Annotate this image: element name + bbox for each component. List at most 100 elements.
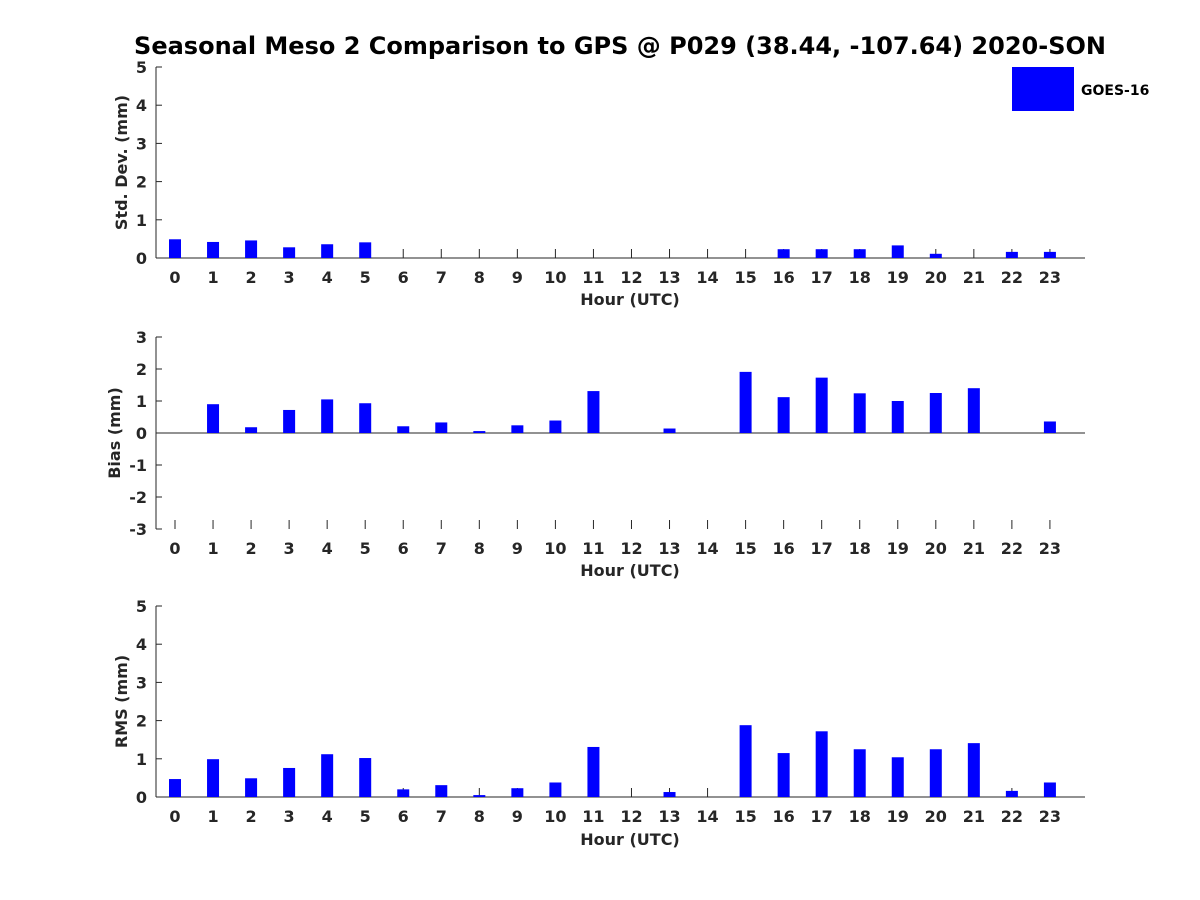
bias-x-tick-label: 21 bbox=[963, 539, 985, 558]
rms-x-tick-label: 13 bbox=[658, 807, 680, 826]
bias-y-tick-label: -3 bbox=[129, 520, 147, 539]
bias-x-tick-label: 4 bbox=[322, 539, 333, 558]
rms-x-tick-label: 3 bbox=[284, 807, 295, 826]
bias-bar bbox=[283, 409, 296, 433]
bias-x-tick-label: 11 bbox=[582, 539, 604, 558]
rms-x-tick-label: 12 bbox=[620, 807, 642, 826]
bias-xlabel: Hour (UTC) bbox=[580, 561, 680, 580]
rms-bar bbox=[739, 725, 752, 797]
rms-bar bbox=[815, 731, 828, 797]
rms-x-tick-label: 16 bbox=[773, 807, 795, 826]
bias-y-tick-label: 2 bbox=[136, 360, 147, 379]
std-dev-x-tick-label: 10 bbox=[544, 268, 566, 287]
bias-bar bbox=[777, 397, 790, 433]
std-dev-bar bbox=[359, 242, 372, 258]
rms-bar bbox=[473, 795, 486, 797]
std-dev-y-tick-label: 2 bbox=[136, 173, 147, 192]
std-dev-x-tick-label: 16 bbox=[773, 268, 795, 287]
bias-bar bbox=[815, 377, 828, 433]
std-dev-xlabel: Hour (UTC) bbox=[580, 290, 680, 309]
rms-y-tick-label: 1 bbox=[136, 750, 147, 769]
rms-bar bbox=[891, 757, 904, 797]
bias-x-tick-label: 19 bbox=[887, 539, 909, 558]
rms-x-tick-label: 0 bbox=[169, 807, 180, 826]
bias-bar bbox=[359, 403, 372, 433]
std-dev-bar bbox=[207, 241, 220, 258]
bias-y-tick-label: 1 bbox=[136, 392, 147, 411]
bias-x-tick-label: 18 bbox=[849, 539, 871, 558]
bias-x-tick-label: 15 bbox=[734, 539, 756, 558]
std-dev-bar bbox=[245, 240, 258, 258]
bias-x-tick-label: 20 bbox=[925, 539, 947, 558]
bias-x-tick-label: 17 bbox=[811, 539, 833, 558]
bias-y-tick-label: -1 bbox=[129, 456, 147, 475]
rms-x-tick-label: 8 bbox=[474, 807, 485, 826]
bias-x-tick-label: 9 bbox=[512, 539, 523, 558]
bias-y-tick-label: -2 bbox=[129, 488, 147, 507]
std-dev-bar bbox=[815, 249, 828, 258]
rms-y-tick-label: 3 bbox=[136, 673, 147, 692]
std-dev-x-tick-label: 18 bbox=[849, 268, 871, 287]
rms-bar bbox=[435, 785, 448, 797]
rms-bar bbox=[549, 782, 562, 797]
bias-x-tick-label: 13 bbox=[658, 539, 680, 558]
bias-y-tick-label: 0 bbox=[136, 424, 147, 443]
bias-x-tick-label: 2 bbox=[246, 539, 257, 558]
rms-bar bbox=[283, 767, 296, 797]
legend-swatch bbox=[1012, 67, 1074, 111]
bias-y-tick-label: 3 bbox=[136, 328, 147, 347]
rms-x-tick-label: 20 bbox=[925, 807, 947, 826]
rms-x-tick-label: 15 bbox=[734, 807, 756, 826]
rms-x-tick-label: 18 bbox=[849, 807, 871, 826]
rms-bar bbox=[587, 746, 600, 797]
std-dev-y-tick-label: 5 bbox=[136, 58, 147, 77]
rms-ylabel: RMS (mm) bbox=[112, 655, 131, 748]
rms-x-tick-label: 1 bbox=[207, 807, 218, 826]
std-dev-bar bbox=[1043, 251, 1056, 258]
rms-bar bbox=[663, 792, 676, 797]
std-dev-bar bbox=[1005, 251, 1018, 258]
bias-ylabel: Bias (mm) bbox=[105, 387, 124, 479]
std-dev-x-tick-label: 22 bbox=[1001, 268, 1023, 287]
bias-bar bbox=[1043, 421, 1056, 433]
rms-x-tick-label: 14 bbox=[696, 807, 718, 826]
bias-x-tick-label: 5 bbox=[360, 539, 371, 558]
bias-bar bbox=[511, 425, 524, 433]
std-dev-x-tick-label: 11 bbox=[582, 268, 604, 287]
std-dev-bar bbox=[321, 244, 334, 258]
rms-bar bbox=[397, 789, 410, 797]
std-dev-x-tick-label: 14 bbox=[696, 268, 718, 287]
rms-bar bbox=[321, 754, 334, 797]
rms-x-tick-label: 10 bbox=[544, 807, 566, 826]
std-dev-x-tick-label: 9 bbox=[512, 268, 523, 287]
bias-bar bbox=[587, 391, 600, 433]
rms-x-tick-label: 2 bbox=[246, 807, 257, 826]
rms-x-tick-label: 5 bbox=[360, 807, 371, 826]
bias-bar bbox=[967, 388, 980, 433]
std-dev-y-tick-label: 4 bbox=[136, 96, 147, 115]
bias-x-tick-label: 8 bbox=[474, 539, 485, 558]
bias-x-tick-label: 22 bbox=[1001, 539, 1023, 558]
rms-bar bbox=[207, 759, 220, 797]
bias-x-tick-label: 0 bbox=[169, 539, 180, 558]
rms-bar bbox=[1043, 782, 1056, 797]
rms-x-tick-label: 9 bbox=[512, 807, 523, 826]
bias-x-tick-label: 7 bbox=[436, 539, 447, 558]
figure-title: Seasonal Meso 2 Comparison to GPS @ P029… bbox=[134, 32, 1106, 60]
rms-bar bbox=[1005, 790, 1018, 797]
std-dev-x-tick-label: 5 bbox=[360, 268, 371, 287]
bias-bar bbox=[397, 426, 410, 433]
std-dev-x-tick-label: 1 bbox=[207, 268, 218, 287]
bias-bar bbox=[207, 404, 220, 433]
bias-x-tick-label: 1 bbox=[207, 539, 218, 558]
rms-x-tick-label: 6 bbox=[398, 807, 409, 826]
bias-bar bbox=[891, 401, 904, 433]
std-dev-x-tick-label: 3 bbox=[284, 268, 295, 287]
rms-x-tick-label: 11 bbox=[582, 807, 604, 826]
bias-x-tick-label: 10 bbox=[544, 539, 566, 558]
rms-x-tick-label: 7 bbox=[436, 807, 447, 826]
std-dev-x-tick-label: 13 bbox=[658, 268, 680, 287]
